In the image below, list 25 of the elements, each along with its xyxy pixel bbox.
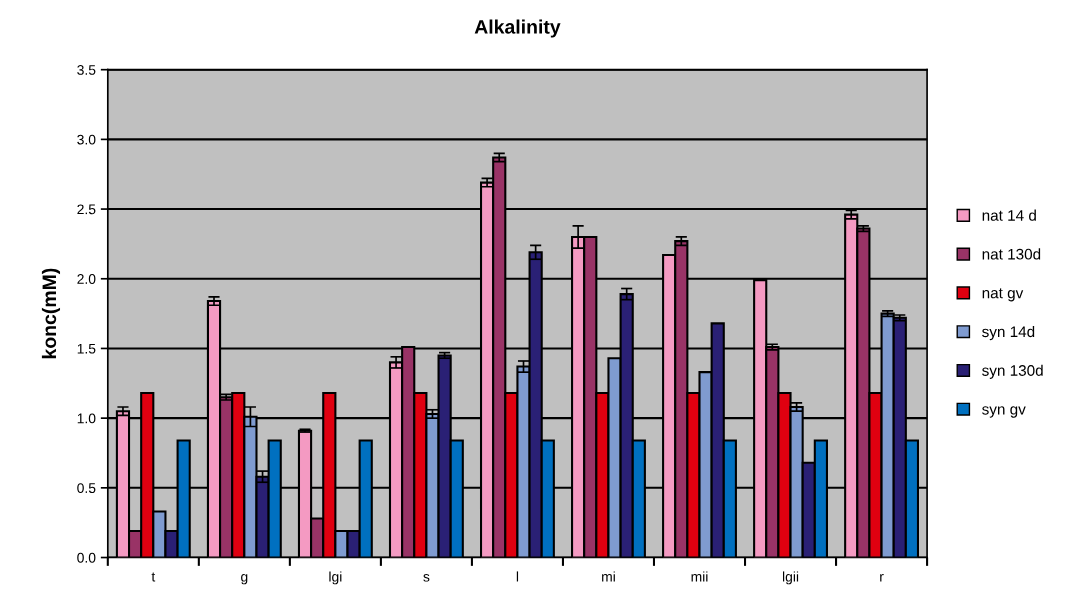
chart-title: Alkalinity: [474, 19, 561, 38]
x-tick-label: mi: [602, 571, 615, 582]
y-tick-label: 1.0: [77, 413, 96, 424]
x-tick-label: r: [880, 574, 884, 582]
legend-label: nat 14 d: [982, 209, 1036, 221]
legend-label: nat 130d: [982, 248, 1041, 260]
y-tick-label: 1.5: [77, 343, 96, 354]
x-tick-label: g: [241, 574, 248, 585]
legend-label: syn 14d: [982, 325, 1035, 341]
y-tick-label: 2.5: [77, 204, 96, 215]
legend-label: syn gv: [982, 406, 1026, 418]
legend-label: syn 130d: [982, 364, 1043, 379]
y-tick-label: 0.5: [77, 483, 96, 493]
x-tick-label: l: [516, 571, 519, 582]
y-tick-label: 3.5: [77, 65, 96, 75]
y-tick-label: 3.0: [77, 134, 96, 145]
x-tick-label: lgi: [329, 571, 342, 585]
x-tick-label: t: [151, 572, 156, 582]
y-tick-label: 0.0: [77, 552, 96, 563]
x-tick-label: s: [423, 574, 430, 582]
y-axis-title: konc(mM): [41, 268, 61, 359]
x-tick-label: lgii: [782, 571, 799, 585]
x-tick-label: mii: [691, 571, 708, 582]
y-tick-label: 2.0: [77, 274, 96, 284]
legend-label: nat gv: [982, 288, 1024, 302]
